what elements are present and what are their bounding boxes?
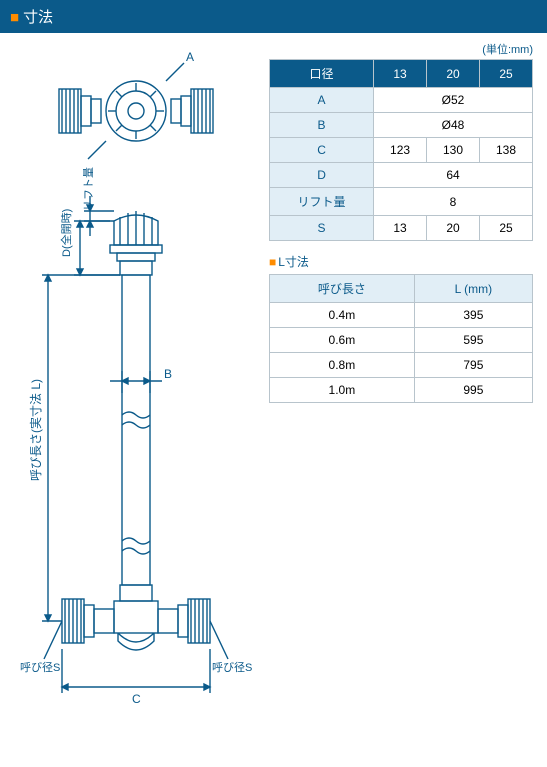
l-dimension-table: 呼び長さ L (mm) 0.4m3950.6m5950.8m7951.0m995: [269, 274, 533, 403]
tables-column: (単位:mm) 口径 13 20 25 AØ52BØ48C123130138D6…: [269, 41, 533, 721]
dim-header-col: 13: [374, 60, 427, 88]
table-row: C123130138: [270, 138, 533, 163]
header-title: 寸法: [23, 9, 53, 26]
dim-header-label: 口径: [270, 60, 374, 88]
row-label: B: [270, 113, 374, 138]
dim-label-s-right: 呼び径S: [212, 661, 252, 674]
table-row: AØ52: [270, 88, 533, 113]
section-header: ■寸法: [0, 0, 547, 33]
row-label: D: [270, 163, 374, 188]
table-row: 0.6m595: [270, 328, 533, 353]
dim-label-s-left: 呼び径S: [20, 661, 60, 674]
l-title-text: L寸法: [278, 255, 309, 269]
row-value: 795: [414, 353, 532, 378]
row-value: 123: [374, 138, 427, 163]
header-marker-icon: ■: [10, 9, 19, 26]
dimension-table: 口径 13 20 25 AØ52BØ48C123130138D64リフト量8S1…: [269, 59, 533, 241]
technical-diagram: A B C D(全開時) リフト量 呼び長さ(実寸法 L) 呼び径S 呼び径S: [14, 41, 259, 721]
row-label: S: [270, 216, 374, 241]
l-marker-icon: ■: [269, 255, 276, 269]
row-value: 995: [414, 378, 532, 403]
row-value: 1.0m: [270, 378, 415, 403]
row-value: 0.6m: [270, 328, 415, 353]
dim-label-length: 呼び長さ(実寸法 L): [28, 379, 43, 481]
row-value: 25: [479, 216, 532, 241]
dim-label-b: B: [164, 367, 172, 381]
dim-header-row: 口径 13 20 25: [270, 60, 533, 88]
table-row: D64: [270, 163, 533, 188]
diagram-column: A B C D(全開時) リフト量 呼び長さ(実寸法 L) 呼び径S 呼び径S: [14, 41, 259, 721]
row-label: C: [270, 138, 374, 163]
table-row: リフト量8: [270, 188, 533, 216]
row-value: 8: [374, 188, 533, 216]
row-value: Ø48: [374, 113, 533, 138]
table-row: 0.4m395: [270, 303, 533, 328]
l-header-row: 呼び長さ L (mm): [270, 275, 533, 303]
dim-header-col: 20: [427, 60, 480, 88]
row-value: 13: [374, 216, 427, 241]
row-value: Ø52: [374, 88, 533, 113]
dim-label-c: C: [132, 692, 141, 706]
table-row: BØ48: [270, 113, 533, 138]
row-value: 595: [414, 328, 532, 353]
row-value: 130: [427, 138, 480, 163]
dim-label-lift: リフト量: [82, 167, 95, 211]
row-value: 64: [374, 163, 533, 188]
l-header-value: L (mm): [414, 275, 532, 303]
table-row: 1.0m995: [270, 378, 533, 403]
row-value: 20: [427, 216, 480, 241]
row-value: 395: [414, 303, 532, 328]
row-value: 138: [479, 138, 532, 163]
row-value: 0.4m: [270, 303, 415, 328]
table-row: 0.8m795: [270, 353, 533, 378]
dim-header-col: 25: [479, 60, 532, 88]
content-area: A B C D(全開時) リフト量 呼び長さ(実寸法 L) 呼び径S 呼び径S …: [0, 33, 547, 741]
dim-label-a: A: [186, 50, 194, 64]
row-value: 0.8m: [270, 353, 415, 378]
table-row: S132025: [270, 216, 533, 241]
l-header-name: 呼び長さ: [270, 275, 415, 303]
unit-label: (単位:mm): [269, 41, 533, 57]
dim-label-d: D(全開時): [59, 209, 73, 257]
row-label: リフト量: [270, 188, 374, 216]
l-section-title: ■L寸法: [269, 253, 533, 270]
row-label: A: [270, 88, 374, 113]
